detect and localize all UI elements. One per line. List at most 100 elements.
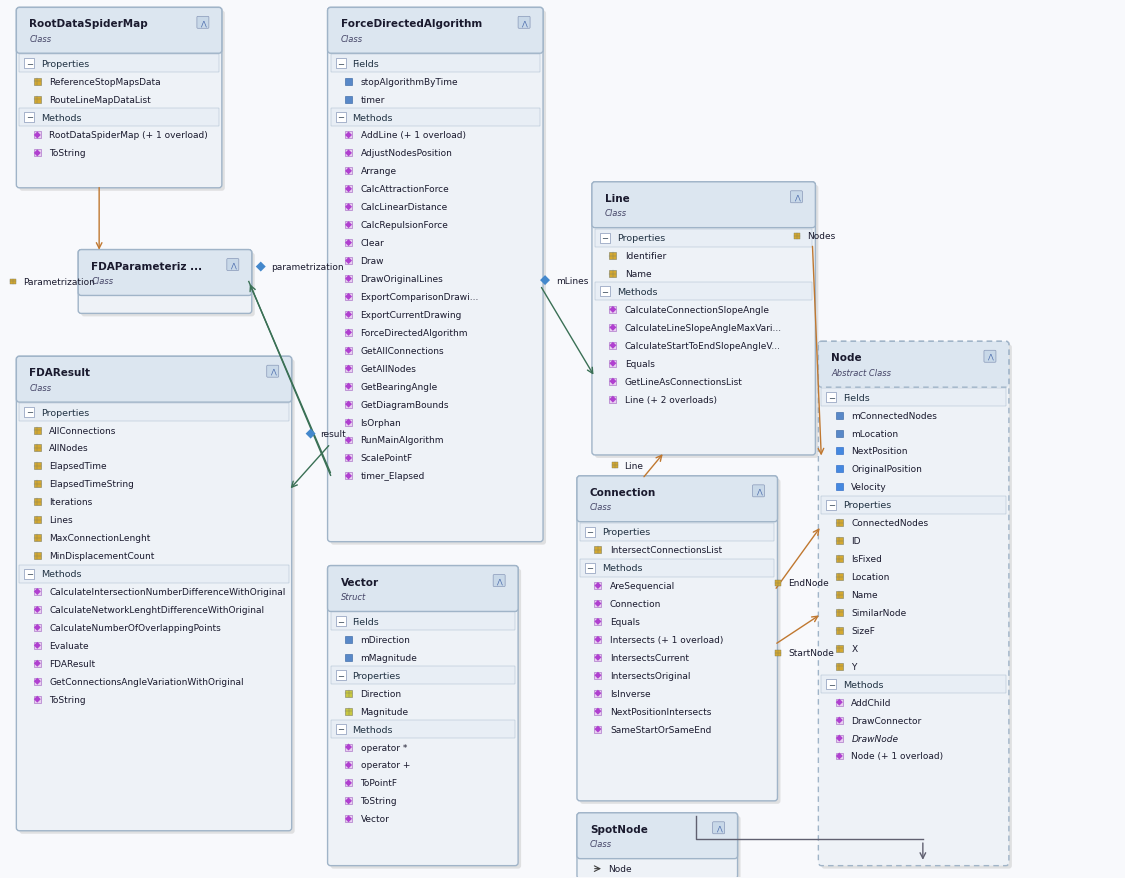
Text: operator *: operator * (360, 743, 407, 752)
Bar (821, 496, 1006, 515)
FancyBboxPatch shape (836, 699, 843, 706)
FancyBboxPatch shape (753, 486, 765, 497)
Text: −: − (338, 60, 344, 68)
Text: Location: Location (852, 572, 890, 581)
Polygon shape (345, 204, 352, 211)
Bar (794, 234, 800, 240)
FancyBboxPatch shape (594, 582, 602, 589)
Text: SpotNode: SpotNode (590, 824, 648, 834)
Text: −: − (828, 393, 835, 402)
Polygon shape (34, 642, 40, 649)
Polygon shape (594, 618, 602, 625)
Text: −: − (586, 528, 593, 536)
Text: −: − (828, 500, 835, 510)
FancyBboxPatch shape (345, 473, 352, 479)
Polygon shape (594, 708, 602, 715)
FancyBboxPatch shape (345, 329, 352, 336)
FancyBboxPatch shape (345, 169, 352, 175)
Text: X: X (852, 644, 857, 653)
FancyBboxPatch shape (34, 642, 40, 649)
Polygon shape (345, 437, 352, 444)
Text: CalculateLineSlopeAngleMaxVari...: CalculateLineSlopeAngleMaxVari... (624, 323, 782, 333)
Text: CalculateStartToEndSlopeAngleV...: CalculateStartToEndSlopeAngleV... (624, 342, 781, 350)
Polygon shape (345, 133, 352, 140)
FancyBboxPatch shape (610, 360, 616, 367)
FancyBboxPatch shape (34, 516, 40, 523)
FancyBboxPatch shape (836, 520, 843, 527)
Text: Velocity: Velocity (852, 483, 886, 492)
Text: GetLineAsConnectionsList: GetLineAsConnectionsList (624, 378, 742, 386)
Text: AllConnections: AllConnections (50, 426, 117, 435)
Polygon shape (594, 726, 602, 733)
Text: −: − (602, 288, 609, 297)
Text: −: − (338, 724, 344, 734)
Text: operator +: operator + (360, 760, 410, 770)
Polygon shape (836, 699, 843, 706)
Text: −: − (338, 671, 344, 680)
Text: AddLine (+ 1 overload): AddLine (+ 1 overload) (360, 132, 466, 140)
Text: Properties: Properties (844, 500, 891, 510)
FancyBboxPatch shape (327, 566, 519, 612)
Text: FDAParameteriz ...: FDAParameteriz ... (91, 262, 202, 271)
Text: Class: Class (590, 839, 612, 848)
FancyBboxPatch shape (594, 690, 602, 697)
FancyBboxPatch shape (345, 240, 352, 247)
Text: ToString: ToString (50, 694, 86, 704)
Bar (775, 650, 781, 656)
FancyBboxPatch shape (34, 624, 40, 631)
FancyBboxPatch shape (836, 537, 843, 544)
Text: Lines: Lines (50, 515, 73, 525)
FancyBboxPatch shape (34, 607, 40, 613)
FancyBboxPatch shape (595, 185, 818, 458)
FancyBboxPatch shape (227, 259, 238, 271)
Text: GetDiagramBounds: GetDiagramBounds (360, 400, 449, 409)
FancyBboxPatch shape (79, 250, 252, 296)
FancyBboxPatch shape (592, 183, 816, 228)
Polygon shape (610, 306, 616, 313)
Text: timer: timer (360, 96, 385, 104)
FancyBboxPatch shape (827, 680, 836, 689)
Bar (821, 389, 1006, 407)
FancyBboxPatch shape (610, 306, 616, 313)
FancyBboxPatch shape (493, 575, 505, 587)
Text: Vector: Vector (360, 815, 389, 824)
FancyBboxPatch shape (34, 445, 40, 452)
Polygon shape (836, 752, 843, 759)
Polygon shape (345, 797, 352, 804)
Text: Direction: Direction (360, 689, 402, 698)
Polygon shape (836, 716, 843, 723)
FancyBboxPatch shape (345, 276, 352, 283)
Polygon shape (610, 342, 616, 349)
FancyBboxPatch shape (836, 609, 843, 616)
Text: Methods: Methods (352, 113, 393, 122)
Text: CalculateNetworkLenghtDifferenceWithOriginal: CalculateNetworkLenghtDifferenceWithOrig… (50, 605, 264, 615)
Text: ElapsedTime: ElapsedTime (50, 462, 107, 471)
Text: NextPosition: NextPosition (852, 447, 908, 456)
FancyBboxPatch shape (345, 744, 352, 751)
FancyBboxPatch shape (345, 150, 352, 157)
Text: ⋀: ⋀ (716, 824, 721, 831)
FancyBboxPatch shape (345, 690, 352, 697)
FancyBboxPatch shape (34, 463, 40, 470)
FancyBboxPatch shape (519, 18, 530, 29)
Bar (580, 559, 774, 577)
Text: result: result (321, 429, 346, 439)
FancyBboxPatch shape (345, 186, 352, 193)
Text: mDirection: mDirection (360, 635, 411, 644)
FancyBboxPatch shape (34, 481, 40, 488)
FancyBboxPatch shape (610, 378, 616, 385)
Text: Methods: Methods (616, 288, 657, 297)
Text: AllNodes: AllNodes (50, 444, 89, 453)
Polygon shape (594, 654, 602, 661)
Text: Properties: Properties (42, 60, 90, 68)
Text: Identifier: Identifier (624, 252, 666, 261)
FancyBboxPatch shape (34, 78, 40, 85)
Text: IsFixed: IsFixed (852, 555, 882, 564)
FancyBboxPatch shape (594, 672, 602, 679)
Text: Equals: Equals (624, 359, 655, 368)
Text: NextPositionIntersects: NextPositionIntersects (610, 707, 711, 716)
Text: Arrange: Arrange (360, 167, 397, 176)
Text: RootDataSpiderMap: RootDataSpiderMap (29, 19, 148, 29)
FancyBboxPatch shape (345, 204, 352, 211)
Text: Node: Node (608, 864, 631, 873)
